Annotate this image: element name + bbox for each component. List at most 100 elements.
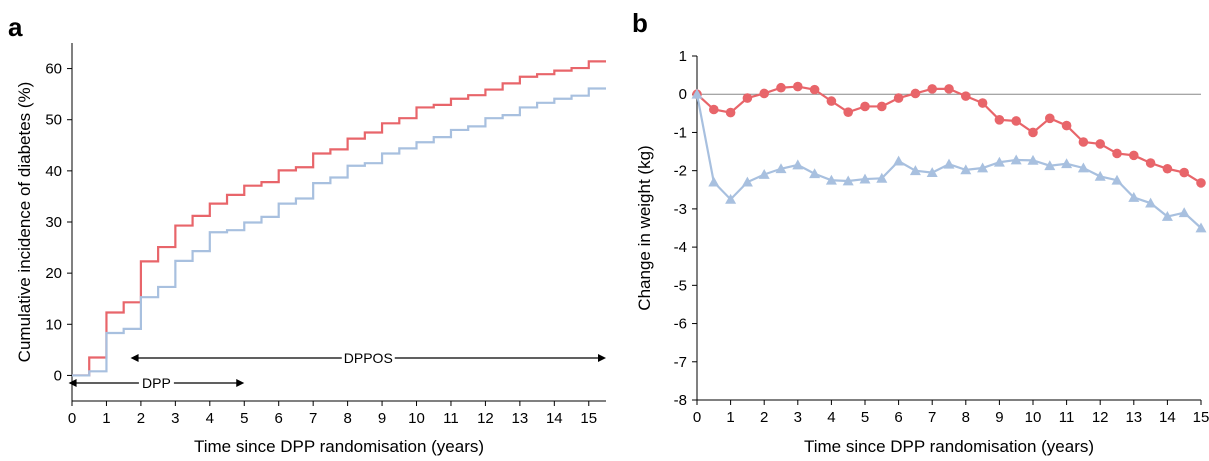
panel-a-x-tick-label: 7 [309, 410, 317, 427]
panel-b-letter: b [632, 8, 648, 38]
panel-a-y-tick-label: 10 [45, 316, 62, 333]
panel-b-series-0-point [1196, 178, 1206, 188]
panel-b-series-0-point [1028, 127, 1038, 138]
panel-b-x-tick-label: 3 [794, 409, 802, 426]
panel-b-series-1-point [1161, 211, 1173, 221]
panel-b-series-0-point [1112, 148, 1122, 159]
annotation-dpp-label: DPP [142, 375, 171, 391]
panel-a-x-tick-label: 4 [206, 410, 214, 427]
annotation-dpp-label-bg [138, 374, 174, 392]
panel-b-series-1-point [825, 174, 837, 185]
panel-b-x-tick-label: 6 [894, 409, 902, 426]
panel-b-series-1-point [1145, 197, 1157, 208]
panel-b-series-1-point [1128, 191, 1140, 202]
panel-b-x-tick-label: 11 [1059, 409, 1075, 426]
panel-a-y-tick-label: 0 [54, 367, 62, 384]
panel-b-series-1-point [909, 165, 921, 176]
panel-b-series-1-point [792, 159, 804, 170]
panel-b-series-0-point [793, 81, 803, 92]
panel-b-y-tick-label: 1 [679, 48, 687, 65]
panel-a-x-tick-label: 0 [68, 410, 76, 427]
panel-b-y-tick-label: 0 [679, 86, 687, 103]
panel-a-x-tick-label: 8 [343, 410, 351, 427]
panel-b-y-tick-label: -4 [674, 239, 687, 256]
panel-b-series-0-point [742, 93, 753, 103]
panel-b-series-0-point [1078, 137, 1089, 147]
panel-b-series-0-point [776, 82, 786, 93]
panel-b-series-0-point [826, 96, 837, 106]
panel-b-series-1-point [960, 164, 972, 175]
panel-b-series-0-point [725, 107, 736, 118]
panel-b-y-tick-label: -3 [674, 201, 687, 218]
panel-b-y-tick-label: -6 [674, 316, 687, 333]
panel-a-series-0-line [72, 60, 606, 377]
panel-b-x-tick-label: 15 [1193, 409, 1209, 426]
panel-b-series-1-point [1178, 207, 1190, 218]
panel-b-series-1-point [775, 163, 787, 174]
panel-b-x-tick-label: 4 [827, 409, 835, 426]
panel-b-series-1-point [1044, 160, 1056, 171]
panel-b-series-0-point [877, 101, 887, 112]
panel-b-x-tick-label: 8 [962, 409, 970, 426]
panel-b-series-1-point [1111, 174, 1123, 185]
panel-b-series-1-point [977, 162, 989, 173]
panel-b-series-0-point [1179, 167, 1189, 178]
panel-b-series-0-point [977, 98, 988, 108]
panel-b-series-1-point [708, 176, 720, 187]
annotation-dppos-label: DPPOS [344, 350, 393, 366]
panel-b-series-0-point [809, 84, 820, 95]
panel-b-x-axis-label: Time since DPP randomisation (years) [804, 437, 1094, 456]
panel-b-series-1-point [741, 176, 753, 187]
panel-b-series-1-point [993, 156, 1005, 167]
panel-b-series-1-point [1061, 158, 1073, 169]
panel-b-series-0-point [843, 107, 853, 117]
panel-b-x-tick-label: 7 [928, 409, 936, 426]
panel-a-y-axis-label: Cumulative incidence of diabetes (%) [15, 82, 34, 363]
panel-a-x-tick-label: 11 [443, 410, 459, 427]
panel-b-series-1-point [758, 168, 770, 179]
panel-b-series-0-point [1045, 113, 1055, 124]
panel-b-series-1-point [876, 172, 888, 183]
panel-b-series-1-point [1027, 154, 1039, 165]
panel-a-x-tick-label: 14 [546, 410, 563, 427]
panel-b-series-1-point [926, 167, 938, 177]
panel-b-series-0-point [1011, 116, 1021, 126]
annotation-dppos-arrowhead-right [598, 354, 606, 362]
panel-b-series-0-point [944, 84, 954, 94]
panel-b-series-1-point [809, 168, 821, 179]
panel-b-series-1-point [1010, 154, 1022, 165]
panel-a-x-axis-label: Time since DPP randomisation (years) [194, 437, 484, 456]
annotation-dppos-arrowhead-left [130, 354, 139, 362]
panel-b-series-0-point [1162, 163, 1173, 174]
panel-b-x-tick-label: 12 [1092, 409, 1109, 426]
panel-b-x-tick-label: 2 [760, 409, 768, 426]
panel-b-series-1-point [691, 88, 703, 99]
panel-b-x-tick-label: 13 [1125, 409, 1142, 426]
annotation-dpp-arrowhead-right [236, 379, 245, 387]
panel-b-x-tick-label: 9 [995, 409, 1003, 426]
panel-a-y-tick-label: 50 [45, 112, 62, 129]
panel-b-series-1-point [842, 175, 854, 186]
panel-b-y-tick-label: -7 [674, 354, 687, 371]
panel-a-y-tick-label: 60 [45, 61, 62, 78]
panel-b-y-tick-label: -2 [674, 163, 687, 180]
panel-a-x-tick-label: 15 [580, 410, 597, 427]
panel-b-y-tick-label: -5 [674, 277, 687, 294]
panel-b-series-1-point [893, 155, 905, 166]
panel-a-x-tick-label: 2 [137, 410, 145, 427]
panel-b-series-1-point [1077, 162, 1089, 173]
annotation-dpp-arrowhead-left [68, 379, 77, 387]
panel-b-x-tick-label: 5 [861, 409, 869, 426]
panel-a-x-tick-label: 12 [477, 410, 494, 427]
panel-a-y-tick-label: 40 [45, 163, 62, 180]
panel-b-y-tick-label: -8 [674, 392, 687, 409]
panel-b-y-tick-label: -1 [674, 124, 687, 141]
panel-b-series-0-point [910, 88, 921, 99]
panel-a-x-tick-label: 13 [512, 410, 529, 427]
panel-a-y-tick-label: 30 [45, 214, 62, 231]
panel-b-series-0-point [927, 84, 937, 94]
panel-b-series-0-point [759, 88, 769, 99]
panel-b-x-tick-label: 14 [1159, 409, 1176, 426]
panel-b-series-1-point [725, 193, 737, 204]
